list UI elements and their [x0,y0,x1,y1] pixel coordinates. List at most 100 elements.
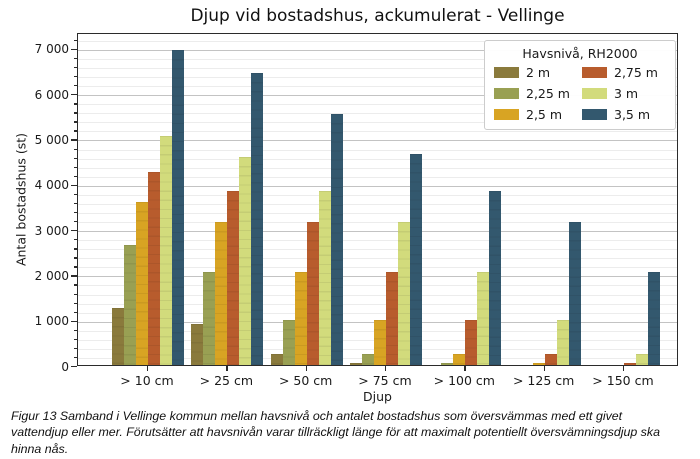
y-axis-minor-tick [73,85,77,87]
bar-3m-100cm [477,272,490,365]
minor-gridline [78,194,677,196]
bar-275m-75cm [385,272,398,365]
bar-3m-75cm [397,222,410,365]
legend-label: 3 m [614,86,639,101]
y-axis-minor-tick [73,130,77,132]
minor-gridline [78,258,677,260]
y-axis-minor-tick [73,57,77,60]
minor-gridline [78,104,677,106]
x-axis-tick [543,366,545,371]
bar-2m-75cm [349,362,362,365]
y-axis-tick [71,184,77,187]
bar-225m-75cm [361,353,374,365]
y-tick-label: 4 000 [34,178,69,193]
x-tick-label: > 150 cm [592,373,654,388]
bar-2m-50cm [270,353,283,365]
minor-gridline [78,131,677,133]
minor-gridline [78,67,677,69]
bar-35m-50cm [330,113,343,365]
bar-35m-150cm [647,272,660,365]
x-tick-label: > 75 cm [358,373,412,388]
y-axis-tick [71,320,77,322]
minor-gridline [78,58,677,60]
bar-25m-10cm [136,201,148,365]
bar-25m-100cm [453,353,466,365]
legend-item-225m: 2,25 m [494,86,578,101]
y-axis-minor-tick [73,121,77,123]
bar-275m-125cm [544,353,557,365]
y-tick-label: 6 000 [34,87,69,102]
bar-275m-100cm [465,319,478,365]
y-tick-label: 7 000 [34,42,69,57]
legend-label: 2,5 m [526,107,563,122]
y-axis-minor-tick [73,66,77,69]
x-axis-label: Djup [363,389,392,404]
bar-3m-50cm [318,190,331,365]
bar-3m-25cm [239,156,252,365]
x-tick-label: > 100 cm [433,373,495,388]
bar-35m-10cm [172,50,184,365]
legend-item-275m: 2,75 m [582,65,666,80]
y-axis-tick [71,366,77,368]
major-gridline [78,95,677,97]
bar-275m-150cm [623,362,636,365]
y-tick-label: 0 [61,359,69,374]
minor-gridline [78,77,677,79]
minor-gridline [78,167,677,169]
x-axis-tick [384,366,387,371]
bar-3m-10cm [160,136,172,365]
minor-gridline [78,149,677,151]
minor-gridline [78,285,677,287]
minor-gridline [78,113,677,115]
bar-225m-25cm [203,272,216,365]
bar-35m-100cm [489,190,502,365]
minor-gridline [78,312,677,314]
chart-title: Djup vid bostadshus, ackumulerat - Velli… [190,6,565,26]
bar-35m-75cm [409,154,422,365]
legend-title: Havsnivå, RH2000 [522,46,638,61]
y-axis-minor-tick [73,248,77,250]
legend-swatch-icon [582,67,607,78]
y-axis-minor-tick [73,257,77,259]
major-gridline [78,140,677,142]
y-axis-minor-tick [73,112,77,114]
bar-25m-125cm [532,362,545,365]
y-axis-tick [71,139,77,141]
y-tick-label: 5 000 [34,132,69,147]
y-axis-minor-tick [73,193,77,196]
bar-225m-100cm [441,362,454,365]
y-axis-minor-tick [73,76,77,78]
bar-35m-125cm [568,222,581,365]
minor-gridline [78,240,677,242]
bar-2m-10cm [112,308,124,365]
minor-gridline [78,249,677,251]
minor-gridline [78,267,677,269]
bar-25m-50cm [294,272,307,365]
y-axis-minor-tick [73,166,77,168]
minor-gridline [78,176,677,178]
y-tick-label: 1 000 [34,314,69,329]
bar-25m-25cm [215,222,228,365]
bar-275m-50cm [306,222,319,365]
minor-gridline [78,122,677,124]
bar-225m-10cm [124,244,136,365]
minor-gridline [78,222,677,224]
y-axis-minor-tick [73,221,77,223]
bar-35m-25cm [251,72,264,365]
legend-entries: 2 m 2,75 m 2,25 m 3 m 2,5 m 3,5 m [494,65,666,122]
bar-3m-150cm [635,353,648,365]
bar-3m-125cm [556,319,569,365]
legend-label: 3,5 m [614,107,651,122]
minor-gridline [78,294,677,296]
legend-item-3m: 3 m [582,86,666,101]
y-axis-minor-tick [73,329,77,332]
y-axis-tick [71,230,77,232]
bar-275m-10cm [148,172,160,365]
x-tick-label: > 125 cm [512,373,575,388]
y-axis-minor-tick [73,347,77,350]
legend-item-2m: 2 m [494,65,578,80]
minor-gridline [78,158,677,160]
major-gridline [78,49,677,51]
x-axis-tick [305,366,307,371]
